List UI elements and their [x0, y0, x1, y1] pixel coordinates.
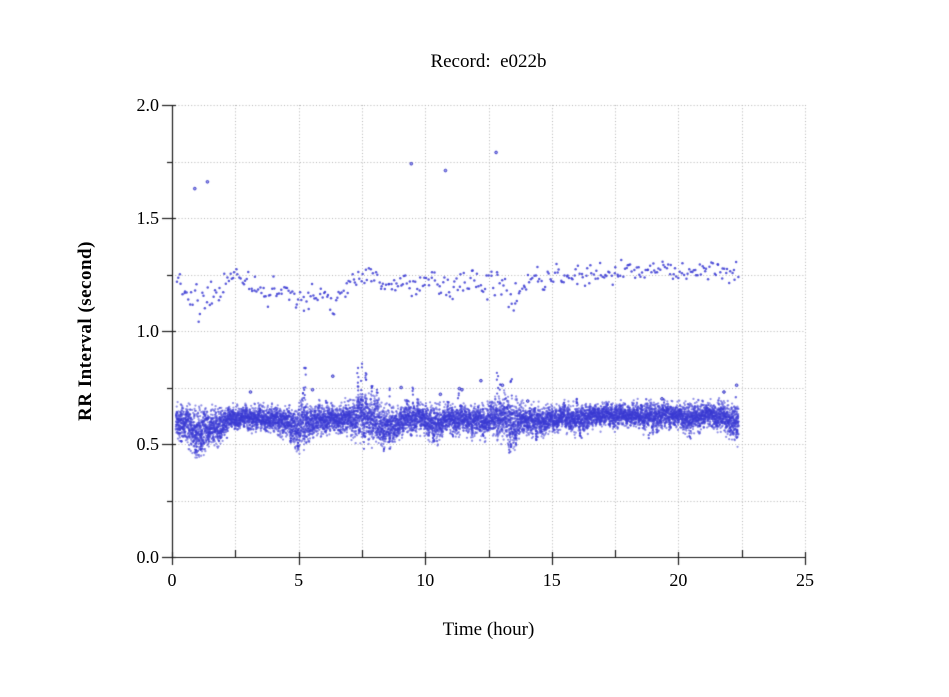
y-tick-label-1.5: 1.5 [136, 208, 160, 228]
x-tick-label-15: 15 [542, 570, 561, 590]
x-tick-label-5: 5 [294, 570, 304, 590]
x-tick-label-25: 25 [796, 570, 814, 590]
x-axis-title: Time (hour) [442, 619, 535, 640]
y-axis-title: RR Interval (second) [75, 241, 96, 421]
y-tick-label-2.0: 2.0 [136, 95, 160, 115]
x-tick-label-20: 20 [669, 570, 688, 590]
y-tick-label-0.5: 0.5 [136, 434, 160, 454]
y-tick-label-0.0: 0.0 [136, 547, 160, 567]
y-tick-label-1.0: 1.0 [136, 321, 160, 341]
x-tick-label-10: 10 [416, 570, 435, 590]
x-tick-label-0: 0 [167, 570, 177, 590]
chart-title: Record: e022b [430, 51, 547, 72]
